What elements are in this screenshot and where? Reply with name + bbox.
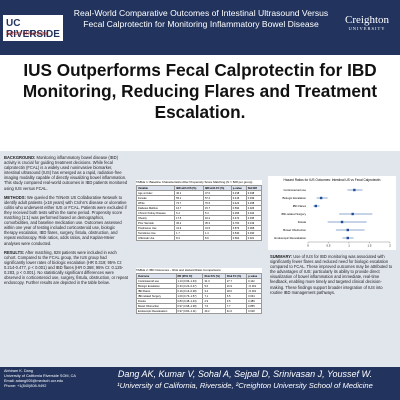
footer-band	[0, 367, 400, 400]
x-tick-label: 0.5	[327, 244, 331, 248]
authors: Dang AK, Kumar V, Sohal A, Sejpal D, Sri…	[117, 369, 373, 379]
estimate	[351, 212, 354, 216]
table-cell: 8.9	[202, 235, 232, 241]
section-label: METHODS:	[4, 194, 26, 200]
table-row: Corticosteroid use 1.13 (0.96–1.33) 31.3 27…	[136, 278, 262, 284]
x-tick-label: 1.5	[368, 244, 372, 248]
summary: SUMMARY: Use of IUS for IBD monitoring w…	[270, 254, 396, 295]
estimate	[346, 236, 349, 240]
table-title: TABLE 1: Baseline Characteristics After …	[136, 180, 253, 184]
left-column: BACKGROUND: Monitoring inflammatory bowe…	[4, 155, 128, 289]
logo-text: Creighton	[345, 14, 389, 26]
contact: Abhiram K. Dang University of California …	[4, 369, 114, 389]
table-cell: 41.6	[224, 308, 248, 314]
row-label: IBD-related Surgery	[281, 212, 306, 216]
row-label: Bowel Obstruction	[283, 228, 306, 232]
logo-right: Creighton UNIVERSITY	[336, 14, 398, 31]
section-label: BACKGROUND:	[4, 155, 36, 160]
table-row: Fistula 0.83 (0.48–1.43) 2.9 3.5 0.489	[136, 298, 262, 304]
contact-line: Abhiram K. Dang	[4, 369, 33, 373]
contact-line: Phone: +1(840)808-9492	[4, 384, 47, 388]
table-2: TABLE 2: IBD Outcomes – Risk and Hazard …	[136, 268, 262, 314]
estimate	[319, 196, 323, 200]
estimate	[340, 220, 344, 224]
table-cell: Infliximab Use	[135, 235, 176, 241]
paragraph: BACKGROUND: Monitoring inflammatory bowe…	[4, 155, 128, 191]
table-row: Infliximab Use 8.3 8.9 0.664 0.021	[135, 235, 263, 241]
x-tick-label: 1	[348, 244, 350, 248]
section-text: After matching, 828 patients were includ…	[4, 249, 128, 286]
table-cell: Endoscopic Reevaluation	[136, 308, 177, 314]
logo-subtext: School of Medicine	[6, 31, 49, 37]
table-row: Endoscopic Reevaluation 0.97 (0.84–1.11) 4…	[136, 308, 262, 314]
table-cell: 40.2	[202, 308, 226, 314]
estimate	[314, 204, 317, 208]
headline: IUS Outperforms Fecal Calprotectin for I…	[22, 60, 378, 122]
table-cell: 0.664	[230, 235, 247, 241]
paragraph: METHODS: We queried the TriNetX US Colla…	[4, 195, 128, 246]
row-label: Corticosteroid use	[283, 188, 306, 192]
table: Variable IBD with IUS (%) IBD with FC (%) p…	[135, 185, 263, 241]
header-band	[0, 0, 400, 55]
row-label: Fistula	[298, 220, 307, 224]
logo-left: UC RIVERSIDE School of Medicine	[3, 15, 63, 41]
row-label: Endoscopic Reevaluation	[274, 236, 306, 240]
contact-line: Email: adang005@medsch.ucr.edu	[4, 379, 64, 383]
row-label: IBD Flares	[293, 204, 307, 208]
table-cell: 0.021	[245, 235, 263, 241]
table-title: TABLE 2: IBD Outcomes – Risk and Hazard …	[136, 268, 221, 272]
table: Outcome RR (95% CI) Risk IUS (%) Risk FC (%…	[136, 273, 262, 314]
header-title: Real-World Comparative Outcomes of Intes…	[73, 8, 329, 29]
logo-subtext: UNIVERSITY	[348, 26, 386, 31]
table-cell: 0.97 (0.84–1.11)	[175, 308, 204, 314]
section-text: We queried the TriNetX US Collaborative …	[4, 194, 127, 246]
table-cell: 8.3	[174, 235, 204, 241]
paragraph: RESULTS: After matching, 828 patients we…	[4, 250, 128, 286]
figure-title: Hazard Ratios for IUS Outcomes: Intestin…	[284, 178, 381, 182]
table-cell: 0.618	[246, 308, 262, 314]
estimate	[353, 188, 356, 192]
section-text: Monitoring inflammatory bowel disease (I…	[4, 155, 128, 191]
forest-plot: Hazard Ratios for IUS Outcomes: Intestin…	[268, 176, 396, 250]
contact-line: University of California Riverside SOM, …	[4, 374, 76, 378]
summary-label: SUMMARY:	[270, 254, 293, 259]
estimate	[346, 228, 349, 232]
section-label: RESULTS:	[4, 249, 25, 255]
x-tick-label: 0	[307, 244, 309, 248]
affiliations: ¹University of California, Riverside, ²C…	[117, 381, 373, 390]
summary-text: Use of IUS for IBD monitoring was associ…	[270, 254, 393, 295]
row-label: Biologic Escalation	[283, 196, 307, 200]
table-1: TABLE 1: Baseline Characteristics After …	[135, 180, 263, 241]
header-row: Outcome RR (95% CI) Risk IUS (%) Risk FC (%…	[136, 273, 262, 279]
x-tick-label: 2	[389, 244, 391, 248]
logo-text: UC RIVERSIDE	[6, 18, 60, 40]
